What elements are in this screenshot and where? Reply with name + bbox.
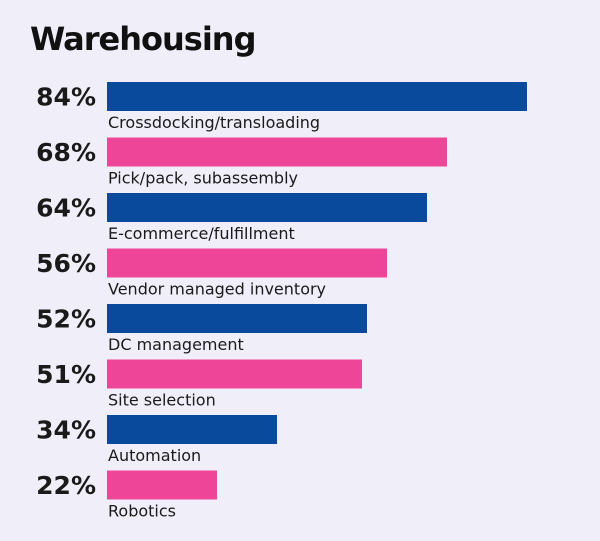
category-label-3: Vendor managed inventory bbox=[108, 280, 326, 299]
value-label-4: 52% bbox=[36, 305, 96, 334]
bar-6 bbox=[107, 415, 277, 444]
value-label-7: 22% bbox=[36, 471, 96, 500]
category-label-4: DC management bbox=[108, 335, 244, 354]
bar-7 bbox=[107, 470, 217, 500]
value-label-0: 84% bbox=[36, 83, 96, 112]
category-label-6: Automation bbox=[108, 446, 201, 465]
value-label-6: 34% bbox=[36, 416, 96, 445]
category-label-5: Site selection bbox=[108, 391, 216, 410]
category-label-1: Pick/pack, subassembly bbox=[108, 169, 298, 188]
category-label-0: Crossdocking/transloading bbox=[108, 113, 320, 132]
chart-title: Warehousing bbox=[30, 20, 256, 58]
bar-2 bbox=[107, 193, 427, 222]
value-label-5: 51% bbox=[36, 360, 96, 389]
bar-4 bbox=[107, 304, 367, 333]
bar-0 bbox=[107, 82, 527, 111]
bar-5 bbox=[107, 359, 362, 389]
value-label-1: 68% bbox=[36, 138, 96, 167]
category-label-2: E-commerce/fulfillment bbox=[108, 224, 295, 243]
category-label-7: Robotics bbox=[108, 502, 176, 521]
bar-3 bbox=[107, 248, 387, 278]
value-label-3: 56% bbox=[36, 249, 96, 278]
value-label-2: 64% bbox=[36, 194, 96, 223]
bar-1 bbox=[107, 137, 447, 167]
